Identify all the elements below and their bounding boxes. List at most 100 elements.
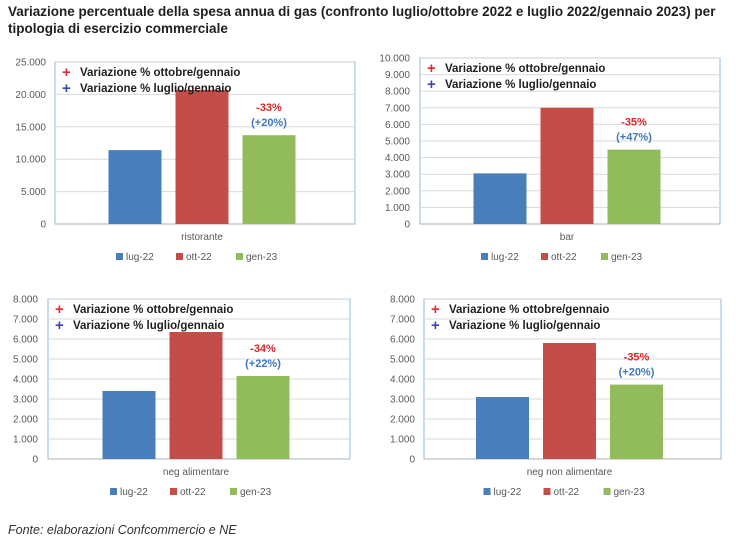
bar-gen-23 [236, 376, 290, 459]
y-tick-label: 0 [32, 455, 38, 466]
note-october-january: Variazione % ottobre/gennaio [80, 67, 240, 79]
bar-ott-22 [543, 343, 596, 459]
chart-bar: 0 1.000 2.000 3.000 4.000 5.000 6.000 7.000 8.00… [368, 50, 728, 290]
y-tick-label: 5.000 [390, 355, 415, 366]
y-tick-label: 4.000 [385, 153, 410, 164]
y-tick-label: 2.000 [390, 415, 415, 426]
y-tick-label: 0 [404, 220, 410, 231]
page-title: Variazione percentuale della spesa annua… [8, 4, 716, 36]
red-plus-icon: + [55, 301, 64, 318]
bar-ott-22 [169, 332, 223, 459]
blue-plus-icon: + [427, 76, 436, 93]
legend-swatch-gen-23 [236, 253, 243, 260]
bar-ott-22 [175, 89, 229, 224]
y-tick-label: 5.000 [21, 187, 46, 198]
bar-lug-22 [473, 173, 527, 224]
legend-swatch-gen-23 [603, 488, 611, 495]
y-tick-label: 6.000 [390, 335, 415, 346]
legend-swatch-ott-22 [170, 488, 177, 495]
y-tick-label: 1.000 [385, 203, 410, 214]
y-tick-label: 1.000 [13, 435, 38, 446]
annotation-jul-jan: (+47%) [616, 132, 652, 144]
y-tick-label: 2.000 [385, 186, 410, 197]
note-october-january: Variazione % ottobre/gennaio [449, 304, 609, 316]
blue-plus-icon: + [431, 317, 440, 334]
source-note: Fonte: elaborazioni Confcommercio e NE [8, 523, 237, 537]
bar-gen-23 [607, 149, 661, 224]
y-tick-label: 3.000 [390, 395, 415, 406]
note-july-january: Variazione % luglio/gennaio [73, 320, 224, 332]
y-tick-label: 0 [409, 455, 415, 466]
legend-swatch-ott-22 [541, 253, 548, 260]
bar-lug-22 [476, 397, 529, 459]
category-label: neg alimentare [163, 467, 230, 478]
legend-swatch-lug-22 [116, 253, 123, 260]
y-tick-label: 25.000 [15, 58, 46, 69]
red-plus-icon: + [62, 64, 71, 81]
annotation-jul-jan: (+20%) [619, 367, 655, 379]
legend-swatch-lug-22 [110, 488, 117, 495]
y-tick-label: 6.000 [13, 335, 38, 346]
y-tick-label: 2.000 [13, 415, 38, 426]
y-tick-label: 0 [40, 220, 46, 231]
y-tick-label: 9.000 [385, 70, 410, 81]
legend-swatch-ott-22 [543, 488, 551, 495]
note-october-january: Variazione % ottobre/gennaio [73, 304, 233, 316]
red-plus-icon: + [431, 301, 440, 318]
y-tick-label: 8.000 [385, 87, 410, 98]
chart-neg-alimentare: 0 1.000 2.000 3.000 4.000 5.000 6.000 7.000 8.00… [0, 287, 360, 527]
legend-label-gen-23: gen-23 [240, 487, 272, 498]
legend-label-lug-22: lug-22 [126, 252, 154, 263]
blue-plus-icon: + [55, 317, 64, 334]
y-tick-label: 8.000 [390, 295, 415, 306]
bar-lug-22 [108, 150, 162, 224]
legend-label-ott-22: ott-22 [551, 252, 577, 263]
annotation-jul-jan: (+22%) [245, 358, 281, 370]
annotation-oct-jan: -35% [621, 117, 647, 129]
blue-plus-icon: + [62, 80, 71, 97]
y-tick-label: 7.000 [390, 315, 415, 326]
bar-ott-22 [540, 107, 594, 224]
y-tick-label: 20.000 [15, 90, 46, 101]
chart-svg: 0 1.000 2.000 3.000 4.000 5.000 6.000 7.000 8.00… [390, 295, 722, 498]
red-plus-icon: + [427, 60, 436, 77]
y-tick-label: 5.000 [385, 137, 410, 148]
annotation-jul-jan: (+20%) [251, 117, 287, 129]
legend-label-lug-22: lug-22 [494, 487, 522, 498]
y-tick-label: 3.000 [13, 395, 38, 406]
legend-label-gen-23: gen-23 [614, 487, 646, 498]
bar-gen-23 [610, 384, 663, 459]
note-october-january: Variazione % ottobre/gennaio [445, 63, 605, 75]
note-july-january: Variazione % luglio/gennaio [80, 83, 231, 95]
legend-label-ott-22: ott-22 [186, 252, 212, 263]
legend-label-gen-23: gen-23 [246, 252, 278, 263]
legend-swatch-ott-22 [176, 253, 183, 260]
legend-swatch-lug-22 [483, 488, 491, 495]
y-tick-label: 5.000 [13, 355, 38, 366]
chart-neg-non-alimentare: 0 1.000 2.000 3.000 4.000 5.000 6.000 7.000 8.00… [368, 287, 728, 527]
y-tick-label: 7.000 [13, 315, 38, 326]
y-tick-label: 4.000 [390, 375, 415, 386]
note-july-january: Variazione % luglio/gennaio [445, 79, 596, 91]
bar-gen-23 [242, 135, 296, 224]
y-tick-label: 15.000 [15, 122, 46, 133]
chart-ristorante: 0 5.000 10.000 15.000 20.000 25.000 ristorante… [0, 50, 360, 290]
legend-label-ott-22: ott-22 [180, 487, 206, 498]
y-tick-label: 7.000 [385, 103, 410, 114]
legend-label-lug-22: lug-22 [120, 487, 148, 498]
y-tick-label: 10.000 [379, 54, 410, 65]
category-label: neg non alimentare [527, 467, 613, 478]
y-tick-label: 3.000 [385, 170, 410, 181]
legend-swatch-gen-23 [601, 253, 608, 260]
y-tick-label: 1.000 [390, 435, 415, 446]
chart-svg: 0 5.000 10.000 15.000 20.000 25.000 ristorante… [15, 58, 356, 263]
bar-lug-22 [102, 391, 156, 459]
legend-label-ott-22: ott-22 [554, 487, 580, 498]
chart-svg: 0 1.000 2.000 3.000 4.000 5.000 6.000 7.000 8.00… [13, 295, 351, 498]
legend-label-lug-22: lug-22 [491, 252, 519, 263]
y-tick-label: 8.000 [13, 295, 38, 306]
legend-swatch-lug-22 [481, 253, 488, 260]
y-tick-label: 6.000 [385, 120, 410, 131]
legend-label-gen-23: gen-23 [611, 252, 643, 263]
chart-svg: 0 1.000 2.000 3.000 4.000 5.000 6.000 7.000 8.00… [379, 54, 721, 263]
